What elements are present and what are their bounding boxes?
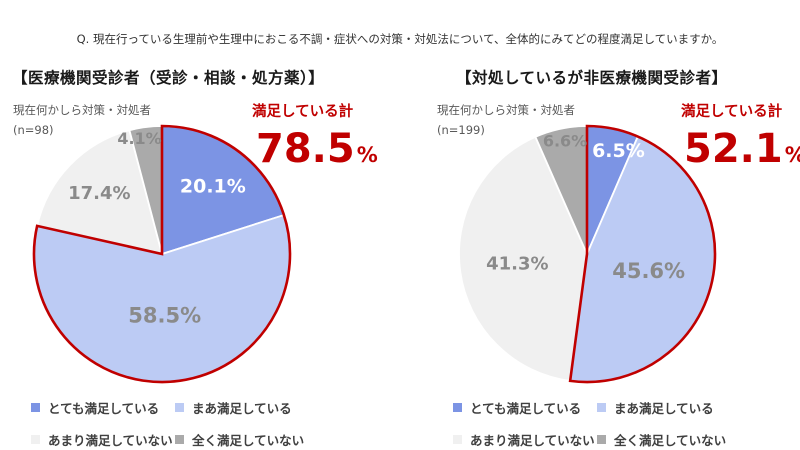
pie-slice-not_very_satisfied [458, 135, 588, 382]
panel-medical-visitors: 【医療機関受診者（受診・相談・処方薬）】 現在何かしら対策・対処者 (n=98)… [12, 69, 378, 449]
legend-item-very_satisfied: とても満足している [453, 398, 597, 417]
satisfied-total-number: 78.5 [256, 126, 355, 172]
sample-size-label: (n=98) [13, 123, 54, 137]
legend-item-not_at_all_satisfied: 全く満足していない [175, 430, 304, 449]
satisfied-total-value: 52.1% [684, 127, 800, 171]
legend-label: 全く満足していない [614, 433, 727, 448]
legend-swatch-icon [597, 403, 606, 412]
pie-chart-medical: 20.1% 58.5% 17.4% 4.1% [32, 124, 292, 384]
legend-label: 全く満足していない [192, 433, 305, 448]
panel-non-medical: 【対処しているが非医療機関受診者】 現在何かしら対策・対処者 (n=199) 満… [400, 0, 800, 450]
legend-label: とても満足している [48, 401, 160, 416]
legend-label: まあ満足している [192, 401, 292, 416]
survey-question: Q. 現在行っている生理前や生理中におこる不調・症状への対策・対処法について、全… [76, 32, 724, 46]
legend-item-very_satisfied: とても満足している [31, 398, 175, 417]
sample-size-label: (n=199) [437, 123, 485, 137]
legend-swatch-icon [175, 403, 184, 412]
chart-title-medical: 【医療機関受診者（受診・相談・処方薬）】 [12, 69, 325, 87]
legend-swatch-icon [31, 435, 40, 444]
legend-label: あまり満足していない [470, 433, 595, 448]
slice-value-label-very_satisfied: 6.5% [592, 140, 645, 162]
population-label: 現在何かしら対策・対処者 [13, 103, 151, 117]
population-label: 現在何かしら対策・対処者 [437, 103, 575, 117]
satisfied-total-value: 78.5% [256, 127, 378, 171]
pie-chart-non-medical: 6.5% 45.6% 41.3% 6.6% [458, 124, 717, 384]
chart-title-non-medical: 【対処しているが非医療機関受診者】 [456, 69, 728, 87]
legend-swatch-icon [31, 403, 40, 412]
legend-item-not_at_all_satisfied: 全く満足していない [597, 430, 726, 449]
percent-sign: % [785, 143, 800, 167]
legend-item-not_very_satisfied: あまり満足していない [453, 430, 597, 449]
slice-value-label-very_satisfied: 20.1% [180, 176, 246, 198]
slice-value-label-not_at_all_satisfied: 6.6% [543, 131, 587, 150]
legend-swatch-icon [175, 435, 184, 444]
satisfied-total-number: 52.1 [684, 126, 783, 172]
legend-label: まあ満足している [614, 401, 714, 416]
slice-value-label-not_very_satisfied: 41.3% [486, 253, 548, 274]
slice-value-label-somewhat_satisfied: 58.5% [128, 303, 201, 327]
satisfied-total-label: 満足している計 [252, 104, 354, 120]
satisfied-group-outline [568, 124, 717, 384]
legend-label: あまり満足していない [48, 433, 173, 448]
legend-label: とても満足している [470, 401, 582, 416]
legend: とても満足している まあ満足しているあまり満足していない 全く満足していない [31, 398, 304, 449]
satisfied-total-label: 満足している計 [681, 104, 783, 120]
slice-value-label-not_very_satisfied: 17.4% [68, 183, 130, 204]
pie-slice-not_very_satisfied [36, 129, 163, 255]
legend-item-somewhat_satisfied: まあ満足している [175, 398, 304, 417]
legend-swatch-icon [597, 435, 606, 444]
legend: とても満足している まあ満足しているあまり満足していない 全く満足していない [453, 398, 726, 449]
legend-item-not_very_satisfied: あまり満足していない [31, 430, 175, 449]
slice-value-label-somewhat_satisfied: 45.6% [612, 259, 685, 283]
slice-value-label-not_at_all_satisfied: 4.1% [117, 129, 161, 148]
legend-swatch-icon [453, 403, 462, 412]
legend-item-somewhat_satisfied: まあ満足している [597, 398, 726, 417]
legend-swatch-icon [453, 435, 462, 444]
satisfied-group-outline [32, 124, 292, 384]
percent-sign: % [356, 143, 378, 167]
